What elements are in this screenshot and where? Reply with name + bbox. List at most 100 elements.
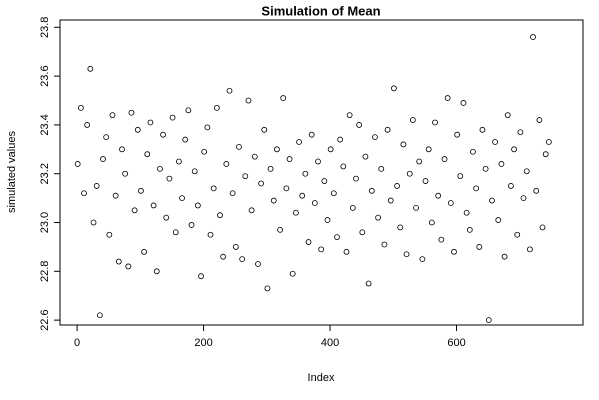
point <box>150 202 157 209</box>
point <box>166 175 173 182</box>
point <box>508 183 514 189</box>
point <box>236 143 242 150</box>
point <box>349 204 356 211</box>
point <box>378 165 385 172</box>
point <box>473 185 480 192</box>
point <box>321 178 328 184</box>
point <box>153 268 160 275</box>
point <box>419 256 426 263</box>
point <box>476 244 483 250</box>
point <box>485 317 492 324</box>
point <box>77 104 84 111</box>
point <box>517 129 524 136</box>
point <box>251 153 258 160</box>
point <box>514 231 521 238</box>
point <box>425 146 432 153</box>
point <box>248 207 255 214</box>
point <box>327 146 334 153</box>
point <box>343 248 350 255</box>
point <box>109 112 116 119</box>
point <box>542 151 549 158</box>
point <box>274 146 280 153</box>
point <box>175 158 182 165</box>
y-tick-label: 22.6 <box>39 309 51 330</box>
point <box>432 119 438 126</box>
point <box>308 131 315 138</box>
point <box>466 226 473 233</box>
point <box>125 263 132 270</box>
point <box>409 117 416 123</box>
point <box>394 183 400 189</box>
point <box>422 178 429 184</box>
point <box>213 104 220 111</box>
point <box>147 119 154 126</box>
point <box>160 131 166 138</box>
point <box>444 95 451 101</box>
point <box>372 134 378 141</box>
y-tick-label: 22.8 <box>39 261 51 282</box>
point <box>463 209 470 216</box>
point <box>526 246 533 253</box>
point <box>346 112 353 119</box>
point <box>292 209 299 216</box>
point <box>479 126 486 133</box>
point <box>188 222 195 228</box>
point <box>413 204 419 211</box>
point <box>210 185 217 192</box>
point <box>217 212 223 219</box>
point <box>112 192 119 199</box>
point <box>119 146 125 153</box>
y-tick-label: 23.2 <box>39 163 51 184</box>
point <box>229 190 236 197</box>
point <box>103 134 110 141</box>
point <box>172 229 179 236</box>
point <box>185 107 192 114</box>
point <box>359 229 366 236</box>
point <box>194 202 201 209</box>
point <box>447 200 454 206</box>
point <box>144 151 151 158</box>
point <box>115 258 122 265</box>
point <box>204 124 211 131</box>
point <box>520 195 527 202</box>
point <box>375 214 382 221</box>
point <box>495 217 502 223</box>
point <box>138 187 144 194</box>
point <box>334 234 340 241</box>
point <box>451 248 457 255</box>
x-tick-label: 600 <box>447 337 465 349</box>
point <box>362 153 369 160</box>
point <box>318 246 325 253</box>
point <box>93 183 100 189</box>
point <box>305 239 312 245</box>
point <box>311 200 318 206</box>
point <box>498 161 505 167</box>
point <box>454 131 461 138</box>
point <box>96 312 103 319</box>
point <box>182 136 189 143</box>
x-axis-label: Index <box>308 372 335 384</box>
x-tick-label: 200 <box>194 337 212 349</box>
point <box>169 114 176 121</box>
point <box>245 97 252 104</box>
point <box>435 192 442 199</box>
point <box>391 85 397 92</box>
point <box>536 117 543 123</box>
point <box>141 248 148 255</box>
point <box>232 244 239 250</box>
point <box>207 231 214 238</box>
chart-title: Simulation of Mean <box>261 3 380 18</box>
point <box>523 168 530 175</box>
point <box>280 95 287 101</box>
point <box>296 139 302 145</box>
point <box>220 253 227 260</box>
point <box>223 161 230 167</box>
point <box>289 270 296 277</box>
point <box>545 139 552 145</box>
point <box>74 161 81 167</box>
point <box>299 192 306 199</box>
point <box>381 241 388 248</box>
point <box>492 139 498 145</box>
point <box>470 148 476 155</box>
point <box>353 175 359 182</box>
